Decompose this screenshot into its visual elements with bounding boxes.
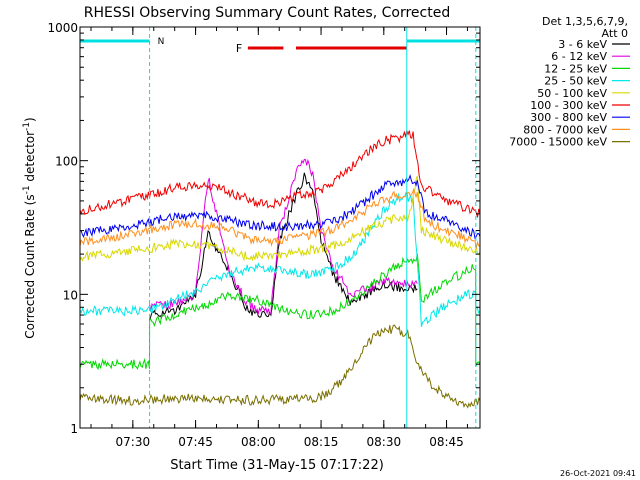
y-tick-label: 1 (70, 422, 78, 436)
axes: 1 10 100 1000 07:30 07:45 08:00 08:15 08:30 08:45 (47, 21, 481, 449)
series-line-6 (79, 174, 481, 240)
x-tick-label: 07:30 (116, 435, 151, 449)
footer-date: 26-Oct-2021 09:41 (560, 469, 636, 478)
x-axis-label: Start Time (31-May-15 07:17:22) (170, 458, 384, 473)
x-tick-label: 08:45 (429, 435, 464, 449)
y-tick-label: 10 (63, 288, 78, 302)
series-line-2 (79, 253, 481, 371)
legend-label-7: 800 - 7000 keV (523, 123, 607, 136)
series-line-4 (79, 175, 481, 262)
y-axis-label-main: Corrected Count Rate (s (23, 194, 37, 338)
x-tick-label: 08:15 (304, 435, 339, 449)
legend-label-5: 100 - 300 keV (530, 99, 607, 112)
legend-label-1: 6 - 12 keV (551, 50, 607, 63)
y-axis-label: Corrected Count Rate (s-1 detector-1) (22, 117, 37, 338)
plot-frame (79, 26, 481, 429)
series-line-1 (149, 158, 418, 316)
series-line-3 (79, 192, 481, 328)
series-line-5 (79, 128, 481, 218)
y-tick-label: 100 (55, 155, 78, 169)
x-tick-label: 08:00 (241, 435, 276, 449)
x-tick-label: 07:45 (178, 435, 213, 449)
legend-label-4: 50 - 100 keV (537, 87, 607, 100)
legend-label-0: 3 - 6 keV (558, 38, 607, 51)
legend-header-line1: Det 1,3,5,6,7,9, (542, 15, 628, 28)
night-label: N (158, 37, 165, 47)
y-axis-label-sup2: -1 (22, 122, 32, 131)
y-axis-label-end: ) (23, 117, 37, 122)
y-axis-label-sup1: -1 (22, 185, 32, 194)
legend-label-8: 7000 - 15000 keV (509, 136, 607, 149)
x-tick-label: 08:30 (367, 435, 402, 449)
legend-label-2: 12 - 25 keV (544, 62, 607, 75)
legend-label-3: 25 - 50 keV (544, 75, 607, 88)
legend-header-line2: Att 0 (602, 27, 628, 40)
y-tick-label: 1000 (47, 21, 78, 35)
series-line-7 (79, 187, 481, 249)
flare-label: F (236, 42, 242, 55)
legend-label-6: 300 - 800 keV (530, 111, 607, 124)
series-line-8 (79, 324, 481, 409)
chart-title: RHESSI Observing Summary Count Rates, Co… (84, 5, 450, 21)
y-axis-label-mid: detector (23, 131, 37, 186)
